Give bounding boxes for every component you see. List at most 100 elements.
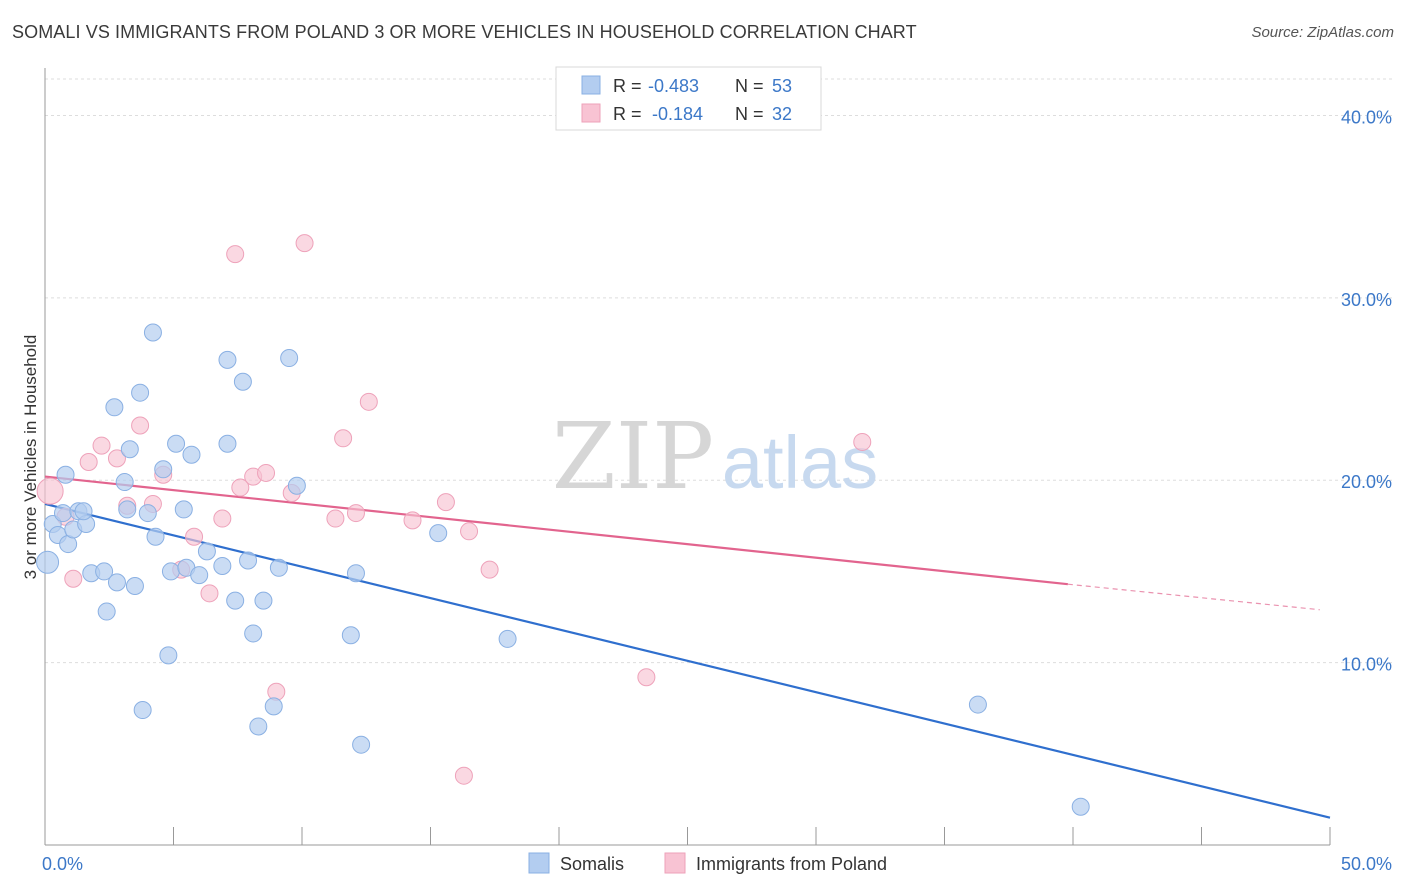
y-tick-label: 10.0% xyxy=(1341,655,1392,675)
somali-point xyxy=(159,646,178,665)
somali-point xyxy=(429,524,448,543)
series-legend: Somalis Immigrants from Poland xyxy=(528,852,887,874)
tick-labels: 10.0% 20.0% 30.0% 40.0% 0.0% 50.0% xyxy=(42,107,1392,874)
somali-trend-line xyxy=(44,502,1331,819)
watermark-atlas: atlas xyxy=(722,421,878,504)
somali-point xyxy=(213,556,232,575)
somali-point xyxy=(218,350,237,369)
somali-point xyxy=(125,577,144,596)
legend-label-somalis: Somalis xyxy=(560,854,624,874)
poland-point xyxy=(334,429,353,448)
somali-point xyxy=(154,460,173,479)
poland-point xyxy=(131,416,150,435)
poland-point xyxy=(79,453,98,471)
chart-title: SOMALI VS IMMIGRANTS FROM POLAND 3 OR MO… xyxy=(12,22,917,42)
trend-lines xyxy=(44,475,1331,819)
y-tick-label: 40.0% xyxy=(1341,107,1392,127)
poland-point xyxy=(231,478,250,497)
somali-point xyxy=(120,440,139,459)
poland-point xyxy=(36,477,64,505)
watermark-zip: ZIP xyxy=(552,403,714,510)
poland-trend-extension xyxy=(1067,583,1320,611)
x-tick-label: 0.0% xyxy=(42,854,83,874)
somali-point xyxy=(97,602,116,621)
somali-point xyxy=(56,465,75,484)
somali-point xyxy=(74,502,93,521)
legend-label-poland: Immigrants from Poland xyxy=(696,854,887,874)
poland-point xyxy=(853,432,872,451)
poland-r-value: -0.184 xyxy=(652,104,703,124)
somali-point xyxy=(287,476,306,495)
somali-point xyxy=(118,500,137,519)
somali-point xyxy=(1071,797,1090,816)
poland-point xyxy=(226,245,245,264)
somali-point xyxy=(197,542,216,561)
poland-point xyxy=(403,511,422,530)
somali-point xyxy=(115,473,134,492)
y-tick-label: 30.0% xyxy=(1341,290,1392,310)
somali-point xyxy=(352,735,371,754)
somali-point xyxy=(254,591,273,610)
somali-point xyxy=(269,558,288,577)
somali-r-value: -0.483 xyxy=(648,76,699,96)
poland-point xyxy=(637,668,656,687)
poland-legend-swatch xyxy=(581,103,601,123)
somali-point xyxy=(190,566,209,585)
somali-r-label: R = xyxy=(613,76,642,96)
somali-point xyxy=(146,527,165,546)
y-tick-label: 20.0% xyxy=(1341,472,1392,492)
svg-text:R =: R = xyxy=(613,76,642,96)
poland-point xyxy=(92,436,111,455)
somali-point xyxy=(105,398,124,417)
somali-point xyxy=(167,434,186,453)
poland-point xyxy=(185,527,204,546)
somali-point xyxy=(226,591,245,610)
gridlines xyxy=(45,78,1392,664)
poland-point xyxy=(257,463,276,482)
poland-point xyxy=(346,504,365,523)
somali-point xyxy=(498,629,517,648)
poland-point xyxy=(454,766,473,785)
poland-point xyxy=(326,509,345,528)
watermark: ZIP atlas xyxy=(552,403,878,510)
somali-legend-swatch xyxy=(581,75,601,95)
poland-n-label: N = xyxy=(735,104,764,124)
somali-n-value: 53 xyxy=(772,76,792,96)
stats-legend: R = -0.483 N = 53 R = -0.184 N = 32 xyxy=(555,66,822,131)
x-tick-label: 50.0% xyxy=(1341,854,1392,874)
somali-point xyxy=(233,372,252,391)
poland-r-label: R = xyxy=(613,104,642,124)
somali-point xyxy=(968,695,987,714)
somali-point xyxy=(131,383,150,402)
somali-point xyxy=(182,445,201,464)
somali-point xyxy=(174,500,193,519)
somali-point xyxy=(36,550,60,574)
somali-point xyxy=(95,562,114,581)
somali-point xyxy=(280,349,299,368)
y-axis-label: 3 or more Vehicles in Household xyxy=(21,335,40,580)
somali-point xyxy=(161,562,180,581)
somali-point xyxy=(341,626,360,645)
somali-point xyxy=(264,697,283,716)
poland-point xyxy=(295,234,314,253)
poland-trend-line xyxy=(44,475,1068,586)
legend-swatch-somalis xyxy=(528,852,550,874)
poland-point xyxy=(460,522,479,541)
somali-n-label: N = xyxy=(735,76,764,96)
somali-point xyxy=(53,504,72,523)
somali-point xyxy=(107,573,126,592)
somali-point xyxy=(346,564,365,583)
somali-point xyxy=(138,504,157,523)
poland-point xyxy=(359,392,378,411)
poland-point xyxy=(107,449,126,468)
somali-point xyxy=(143,323,162,342)
axes xyxy=(44,68,1331,846)
poland-point xyxy=(213,509,232,528)
source-credit: Source: ZipAtlas.com xyxy=(1251,24,1394,41)
data-points xyxy=(36,234,1090,816)
somali-point xyxy=(244,624,263,643)
somali-point xyxy=(133,701,152,720)
poland-point xyxy=(267,682,286,701)
poland-n-value: 32 xyxy=(772,104,792,124)
